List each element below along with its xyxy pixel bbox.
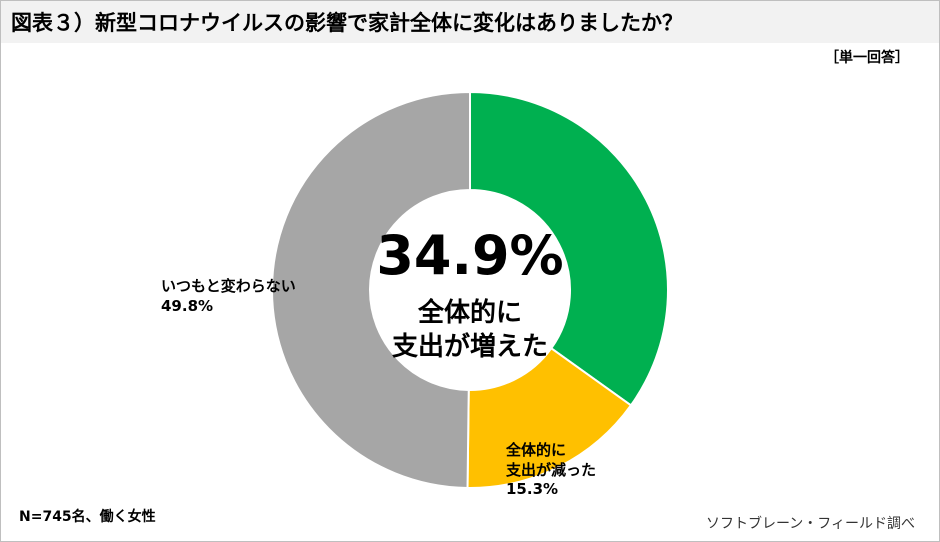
footnote: N=745名、働く女性 (19, 509, 156, 525)
slice-category: いつもと変わらない (161, 277, 296, 295)
chart-title: 図表３）新型コロナウイルスの影響で家計全体に変化はありましたか？ (11, 11, 683, 35)
slice (466, 346, 633, 489)
center-value: 34.9% (376, 224, 564, 287)
slice (469, 90, 669, 407)
center-category: 全体的に 支出が増えた (391, 298, 549, 362)
title-band (1, 1, 939, 43)
slice-value: 15.3% (506, 480, 559, 498)
source: ソフトブレーン・フィールド調べ (705, 516, 915, 532)
slice (271, 90, 471, 489)
slice-category: 全体的に 支出が減った (506, 441, 597, 479)
note: ［単一回答］ (825, 50, 909, 66)
slice-value: 49.8% (161, 297, 214, 315)
